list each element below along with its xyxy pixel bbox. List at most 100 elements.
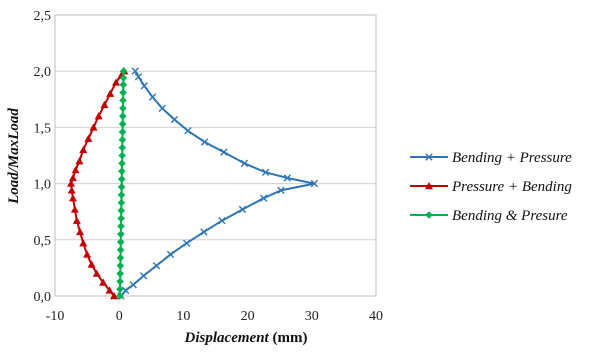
data-point bbox=[116, 261, 125, 270]
data-point bbox=[277, 186, 285, 195]
x-tick-label: 20 bbox=[241, 309, 255, 324]
marker-stroke bbox=[131, 67, 139, 75]
marker-stroke bbox=[261, 168, 270, 177]
series-layer bbox=[67, 67, 319, 300]
data-point bbox=[119, 104, 127, 113]
legend-marker-series-2 bbox=[425, 182, 433, 190]
y-axis-title: Load/MaxLoad bbox=[6, 108, 22, 205]
y-axis-ticks: 0,0 0,5 1,0 1,5 2,0 2,5 bbox=[34, 9, 52, 305]
data-point bbox=[117, 214, 125, 223]
data-point bbox=[240, 159, 249, 168]
data-point bbox=[139, 272, 148, 280]
data-point bbox=[140, 82, 148, 90]
data-point bbox=[118, 128, 127, 136]
x-tick-label: -10 bbox=[46, 309, 65, 324]
data-point bbox=[200, 228, 208, 236]
x-axis-title-main: Displacement bbox=[184, 330, 270, 346]
x-tick-label: 0 bbox=[116, 309, 123, 324]
data-point bbox=[119, 74, 128, 82]
data-point bbox=[116, 292, 124, 300]
data-point bbox=[166, 250, 175, 259]
legend-label-series-3: Bending & Presure bbox=[452, 208, 568, 224]
data-point bbox=[117, 191, 126, 199]
data-point bbox=[67, 179, 76, 187]
gridlines bbox=[55, 14, 376, 297]
data-point bbox=[134, 73, 143, 81]
data-point bbox=[261, 168, 270, 177]
data-point bbox=[119, 67, 128, 75]
marker-stroke bbox=[238, 205, 247, 214]
data-point bbox=[94, 112, 103, 120]
data-point bbox=[67, 186, 76, 194]
data-point bbox=[70, 205, 79, 213]
data-point bbox=[87, 260, 96, 268]
data-point bbox=[182, 239, 191, 247]
data-point bbox=[148, 93, 157, 101]
marker-stroke bbox=[166, 250, 175, 259]
legend: Bending + Pressure Pressure + Bending Be… bbox=[410, 150, 572, 224]
marker-stroke bbox=[184, 127, 192, 135]
marker-stroke bbox=[140, 82, 148, 90]
data-point bbox=[119, 88, 127, 97]
marker-stroke bbox=[200, 228, 208, 236]
data-point bbox=[72, 216, 81, 224]
data-point bbox=[118, 120, 127, 128]
legend-label-series-2: Pressure + Bending bbox=[451, 179, 572, 195]
marker-stroke bbox=[220, 148, 228, 156]
legend-marker-shape bbox=[425, 153, 433, 161]
x-axis-title: Displacement (mm) bbox=[184, 330, 308, 346]
marker-stroke bbox=[170, 115, 179, 124]
marker-stroke bbox=[310, 179, 319, 188]
data-point bbox=[259, 194, 268, 202]
data-point bbox=[118, 143, 127, 152]
marker-stroke bbox=[134, 73, 143, 81]
legend-item-series-1: Bending + Pressure bbox=[410, 150, 572, 166]
marker-stroke bbox=[200, 138, 209, 146]
data-point bbox=[89, 123, 98, 131]
data-point bbox=[105, 286, 114, 294]
data-point bbox=[152, 261, 161, 270]
data-point bbox=[117, 206, 126, 215]
legend-item-series-3: Bending & Presure bbox=[410, 208, 568, 224]
y-axis-title-main: Load/MaxLoad bbox=[6, 108, 22, 205]
marker-stroke bbox=[139, 272, 148, 280]
data-point bbox=[116, 285, 124, 294]
x-axis-title-unit: (mm) bbox=[269, 330, 308, 346]
marker-stroke bbox=[152, 261, 161, 270]
marker-stroke bbox=[218, 216, 226, 225]
plot-border bbox=[54, 14, 377, 297]
series-2 bbox=[67, 67, 129, 300]
y-tick-label: 2,5 bbox=[34, 9, 52, 24]
x-tick-label: 10 bbox=[176, 309, 190, 324]
data-point bbox=[110, 292, 119, 300]
data-point bbox=[118, 151, 126, 160]
marker-stroke bbox=[259, 194, 268, 202]
data-point bbox=[75, 157, 84, 165]
data-point bbox=[310, 179, 319, 188]
data-point bbox=[118, 159, 126, 168]
data-point bbox=[84, 134, 93, 142]
marker-stroke bbox=[148, 93, 157, 101]
marker-stroke bbox=[182, 239, 191, 247]
x-axis-ticks: -10 0 10 20 30 40 bbox=[46, 309, 383, 324]
marker-stroke bbox=[158, 104, 166, 112]
marker-stroke bbox=[121, 286, 130, 295]
data-point bbox=[184, 127, 192, 135]
data-point bbox=[117, 183, 126, 191]
data-point bbox=[118, 112, 127, 120]
y-tick-label: 2,0 bbox=[34, 65, 52, 80]
data-point bbox=[117, 175, 126, 183]
data-point bbox=[116, 269, 125, 278]
y-tick-label: 0,0 bbox=[34, 290, 52, 305]
data-point bbox=[238, 205, 247, 214]
data-point bbox=[129, 281, 138, 289]
data-point bbox=[117, 222, 125, 231]
data-point bbox=[92, 269, 101, 277]
data-point bbox=[106, 89, 115, 97]
legend-marker-series-1 bbox=[425, 153, 433, 161]
y-tick-label: 1,0 bbox=[34, 178, 52, 193]
data-point bbox=[83, 250, 92, 258]
data-point bbox=[283, 174, 292, 182]
data-point bbox=[116, 277, 124, 286]
